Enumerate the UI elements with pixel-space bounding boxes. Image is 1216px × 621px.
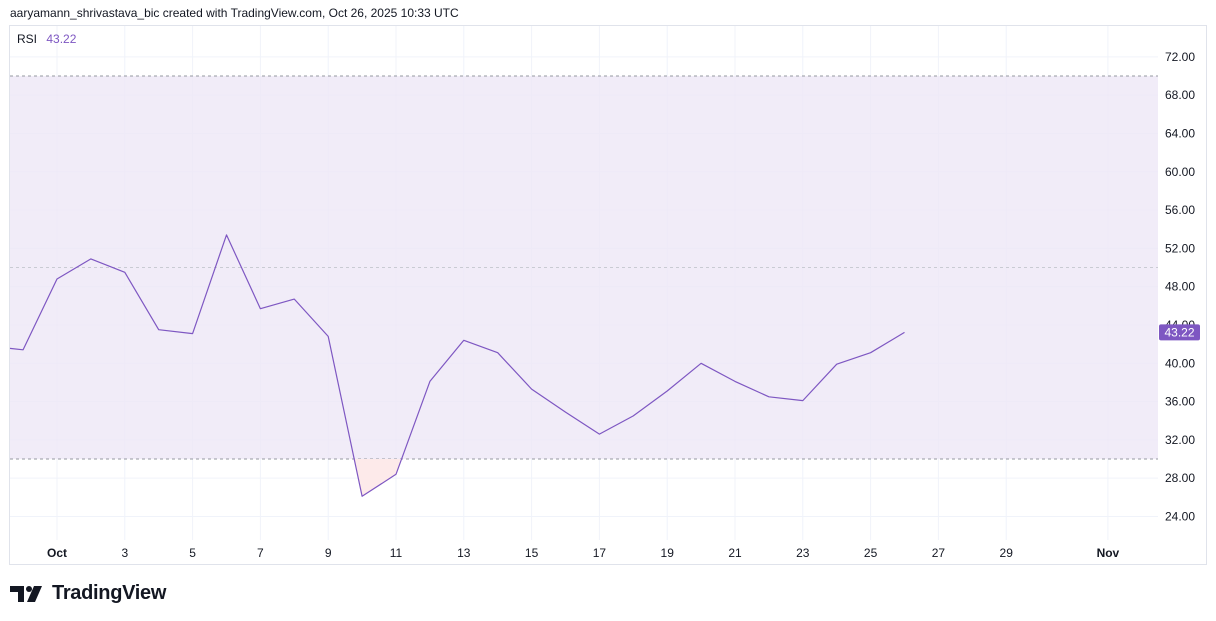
y-tick-label: 60.00 (1165, 165, 1195, 179)
rsi-series (9, 234, 905, 497)
x-tick-label: 17 (593, 546, 607, 560)
oversold-area (354, 459, 402, 497)
x-tick-label: Oct (47, 546, 67, 560)
x-tick-label: 7 (257, 546, 264, 560)
x-tick-label: 19 (661, 546, 675, 560)
last-value-tag-bg (1159, 324, 1200, 341)
x-tick-label: 11 (390, 546, 403, 560)
x-tick-label: 15 (525, 546, 539, 560)
y-tick-label: 68.00 (1165, 88, 1195, 102)
y-tick-label: 64.00 (1165, 126, 1195, 140)
attribution-text: aaryamann_shrivastava_bic created with T… (10, 6, 459, 20)
legend-indicator-name: RSI (17, 32, 38, 46)
x-tick-label: 13 (457, 546, 471, 560)
y-tick-label: 48.00 (1165, 280, 1195, 294)
tradingview-logo[interactable]: TradingView (10, 582, 166, 605)
x-tick-label: 27 (932, 546, 946, 560)
rsi-line[interactable] (9, 234, 905, 497)
last-value-tag: 43.22 (1159, 324, 1200, 341)
last-value-tag-text: 43.22 (1164, 325, 1194, 339)
x-tick-label: 3 (121, 546, 128, 560)
tradingview-logo-icon (10, 585, 42, 602)
legend[interactable]: RSI 43.22 (17, 32, 76, 46)
rsi-band-background (10, 76, 1158, 459)
x-tick-label: 5 (189, 546, 196, 560)
y-tick-label: 72.00 (1165, 50, 1195, 64)
x-tick-label: 29 (1000, 546, 1014, 560)
y-tick-label: 40.00 (1165, 356, 1195, 370)
y-tick-label: 28.00 (1165, 471, 1195, 485)
y-axis: 72.0068.0064.0060.0056.0052.0048.0044.00… (1165, 50, 1195, 524)
tradingview-wordmark: TradingView (52, 582, 167, 604)
x-axis: Oct 3 5 7 9 11 13 15 17 19 21 23 25 27 29 Nov (47, 546, 1120, 560)
x-tick-label: 9 (325, 546, 332, 560)
y-tick-label: 52.00 (1165, 241, 1195, 255)
oversold-fill (354, 459, 402, 497)
x-tick-label: 25 (864, 546, 878, 560)
y-tick-label: 24.00 (1165, 509, 1195, 523)
x-tick-label: 21 (728, 546, 742, 560)
x-tick-label: 23 (796, 546, 810, 560)
y-tick-label: 32.00 (1165, 433, 1195, 447)
rsi-bands (10, 75, 1158, 460)
x-tick-label: Nov (1097, 546, 1120, 560)
y-tick-label: 56.00 (1165, 203, 1195, 217)
y-tick-label: 36.00 (1165, 395, 1195, 409)
legend-indicator-value: 43.22 (46, 32, 77, 46)
chart-frame[interactable] (9, 25, 1207, 565)
